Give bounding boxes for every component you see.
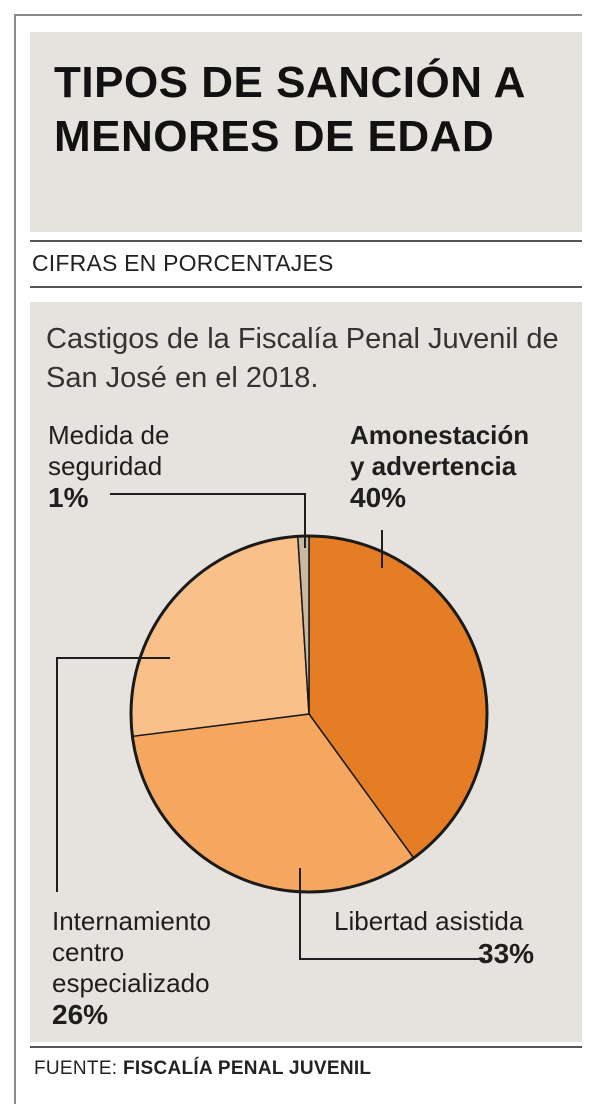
frame-left-line xyxy=(14,14,16,1104)
label-medida-line1: Medida de xyxy=(48,420,170,450)
label-amonestacion-line2: y advertencia xyxy=(350,451,517,481)
chart-panel: Castigos de la Fiscalía Penal Juvenil de… xyxy=(30,302,582,1042)
label-libertad-pct: 33% xyxy=(478,938,535,969)
label-internamiento-pct: 26% xyxy=(52,999,109,1030)
chart-title: TIPOS DE SANCIÓN A MENORES DE EDAD xyxy=(54,58,525,161)
label-amonestacion-pct: 40% xyxy=(350,482,407,513)
pie-slice-2 xyxy=(130,535,310,738)
label-medida-line2: seguridad xyxy=(48,451,163,481)
label-internamiento-line3: especializado xyxy=(52,968,210,998)
pie-outline xyxy=(129,534,489,894)
label-internamiento: Internamiento centro especializado 26% xyxy=(52,906,211,1030)
label-amonestacion-line1: Amonestación xyxy=(350,420,530,450)
label-internamiento-line1: Internamiento xyxy=(52,906,211,936)
chart-subtitle: CIFRAS EN PORCENTAJES xyxy=(32,250,334,276)
divider-top xyxy=(30,240,582,242)
title-panel: TIPOS DE SANCIÓN A MENORES DE EDAD xyxy=(30,32,582,232)
label-medida-pct: 1% xyxy=(48,482,89,513)
leader-line-libertad xyxy=(299,868,485,960)
frame-top-line xyxy=(14,14,582,16)
label-amonestacion: Amonestación y advertencia 40% xyxy=(350,420,529,513)
label-libertad-line1: Libertad asistida xyxy=(334,906,524,936)
pie-chart xyxy=(56,493,489,960)
leader-line-medida xyxy=(110,493,306,548)
source-line: FUENTE: FISCALÍA PENAL JUVENIL xyxy=(34,1058,371,1080)
source-value: FISCALÍA PENAL JUVENIL xyxy=(122,1058,372,1079)
label-medida: Medida de seguridad 1% xyxy=(48,420,169,513)
label-libertad: Libertad asistida xyxy=(334,906,523,937)
footer-divider xyxy=(30,1046,582,1048)
chart-description: Castigos de la Fiscalía Penal Juvenil de… xyxy=(46,323,559,394)
divider-bottom xyxy=(30,286,582,288)
label-internamiento-line2: centro xyxy=(52,937,125,967)
leader-line-internamiento xyxy=(56,657,170,892)
source-label: FUENTE: xyxy=(34,1058,118,1079)
